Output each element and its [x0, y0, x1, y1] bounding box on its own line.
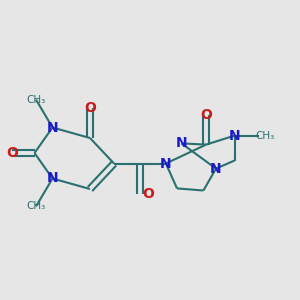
Text: O: O — [6, 146, 18, 160]
Text: CH₃: CH₃ — [26, 201, 46, 212]
Text: CH₃: CH₃ — [26, 94, 46, 105]
Text: N: N — [47, 121, 58, 134]
Text: N: N — [210, 162, 222, 176]
Text: N: N — [160, 157, 172, 170]
Text: O: O — [142, 187, 154, 200]
Text: O: O — [200, 108, 212, 122]
Text: O: O — [84, 101, 96, 115]
Text: N: N — [229, 129, 240, 142]
Text: CH₃: CH₃ — [256, 130, 275, 141]
Text: N: N — [176, 136, 187, 150]
Text: N: N — [47, 172, 58, 185]
